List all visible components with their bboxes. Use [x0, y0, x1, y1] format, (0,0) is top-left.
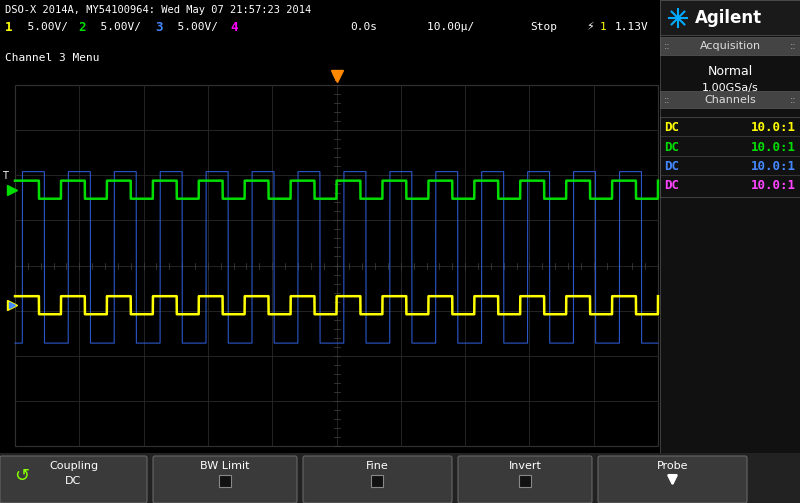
Text: 10.0:1: 10.0:1 — [751, 159, 796, 173]
Text: Stop: Stop — [530, 22, 557, 32]
Text: Channel 3 Menu: Channel 3 Menu — [5, 53, 99, 63]
Bar — [371, 475, 383, 487]
Text: 0.0s: 0.0s — [350, 22, 377, 32]
Text: 4: 4 — [230, 21, 238, 34]
Text: Agilent: Agilent — [695, 9, 762, 27]
Text: Coupling: Coupling — [49, 461, 98, 471]
Text: 1: 1 — [600, 22, 606, 32]
Text: 5.00V/: 5.00V/ — [14, 22, 68, 32]
Text: ::: :: — [664, 41, 670, 51]
Text: ::: :: — [790, 95, 796, 105]
Text: 1.00GSa/s: 1.00GSa/s — [702, 83, 758, 93]
Text: ⚡: ⚡ — [586, 22, 594, 32]
Text: DSO-X 2014A, MY54100964: Wed May 07 21:57:23 2014: DSO-X 2014A, MY54100964: Wed May 07 21:5… — [5, 5, 311, 15]
Bar — [660, 37, 800, 55]
Text: Channels: Channels — [704, 95, 756, 105]
Bar — [0, 453, 800, 503]
FancyBboxPatch shape — [598, 456, 747, 503]
Text: Invert: Invert — [509, 461, 542, 471]
FancyBboxPatch shape — [0, 456, 147, 503]
Text: ::: :: — [790, 41, 796, 51]
Text: DC: DC — [664, 179, 679, 192]
Bar — [660, 117, 800, 197]
Text: 1.13V: 1.13V — [615, 22, 649, 32]
FancyBboxPatch shape — [153, 456, 297, 503]
Text: Acquisition: Acquisition — [699, 41, 761, 51]
Text: Normal: Normal — [707, 64, 753, 77]
Text: DC: DC — [66, 476, 82, 486]
Bar — [219, 475, 231, 487]
Text: Fine: Fine — [366, 461, 389, 471]
Text: 10.0:1: 10.0:1 — [751, 179, 796, 192]
Text: ::: :: — [664, 95, 670, 105]
Text: 5.00V/: 5.00V/ — [164, 22, 218, 32]
Text: DC: DC — [664, 121, 679, 133]
Text: 10.00μ/: 10.00μ/ — [400, 22, 474, 32]
Text: 10.0:1: 10.0:1 — [751, 140, 796, 153]
FancyBboxPatch shape — [458, 456, 592, 503]
Text: 1: 1 — [5, 21, 13, 34]
Text: 5.00V/: 5.00V/ — [87, 22, 141, 32]
FancyBboxPatch shape — [303, 456, 452, 503]
Bar — [519, 475, 531, 487]
Bar — [660, 91, 800, 108]
Text: 3: 3 — [155, 21, 162, 34]
Text: 10.0:1: 10.0:1 — [751, 121, 796, 133]
Text: ↺: ↺ — [14, 467, 30, 485]
Text: T: T — [2, 171, 8, 181]
Text: BW Limit: BW Limit — [200, 461, 250, 471]
Text: DC: DC — [664, 140, 679, 153]
Bar — [15, 85, 658, 446]
Bar — [660, 0, 800, 35]
Text: 2: 2 — [78, 21, 86, 34]
Text: DC: DC — [664, 159, 679, 173]
Text: Probe: Probe — [657, 461, 688, 471]
Bar — [660, 0, 800, 453]
